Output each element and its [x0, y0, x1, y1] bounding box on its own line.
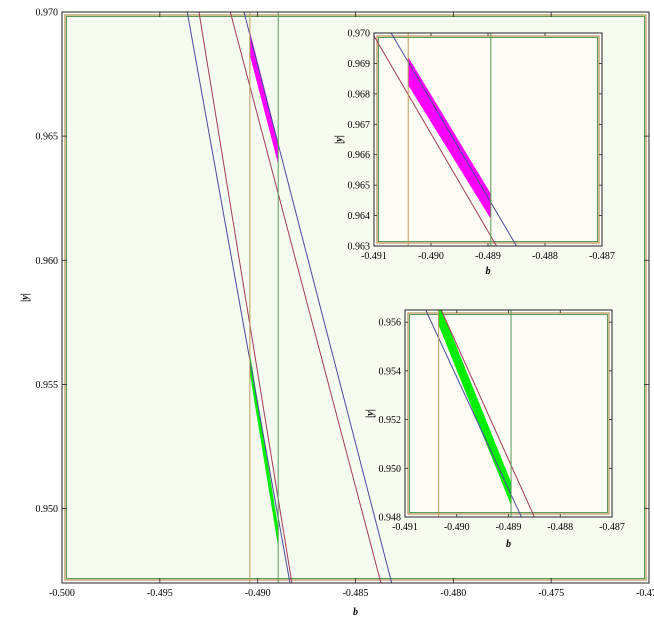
y-tick-label: 0.950	[36, 504, 59, 515]
constraint-region-inner	[378, 37, 598, 242]
x-tick-label: -0.491	[392, 522, 418, 533]
x-tick-label: -0.487	[599, 522, 625, 533]
y-tick-label: 0.966	[348, 150, 371, 161]
x-tick-label: -0.487	[589, 251, 615, 262]
x-tick-label: -0.490	[444, 522, 470, 533]
y-tick-label: 0.965	[348, 181, 371, 192]
x-tick-label: -0.491	[361, 251, 387, 262]
x-tick-label: -0.489	[496, 522, 522, 533]
x-tick-label: -0.475	[538, 588, 564, 599]
x-axis-label: b	[353, 607, 358, 618]
plot-inset-bottom: -0.491 -0.490 -0.489 -0.488 -0.487 0.948 0.950…	[365, 309, 625, 550]
x-tick-label: -0.495	[147, 588, 173, 599]
contour-line-1	[374, 35, 497, 246]
y-axis-label: |y|	[334, 135, 345, 144]
x-tick-label: -0.470	[636, 588, 654, 599]
constraint-region-inner	[409, 314, 608, 513]
x-axis-label: b	[486, 266, 491, 277]
contour-line-1	[440, 310, 535, 517]
y-tick-label: 0.956	[379, 318, 402, 329]
x-tick-label: -0.488	[547, 522, 573, 533]
y-tick-label: 0.965	[36, 132, 59, 143]
y-tick-label: 0.969	[348, 59, 371, 70]
contour-line-3	[243, 12, 393, 583]
x-tick-label: -0.500	[49, 588, 75, 599]
plot-area	[407, 310, 610, 517]
y-tick-label: 0.970	[36, 8, 59, 19]
plot-area	[374, 33, 600, 246]
x-axis-label: b	[506, 539, 511, 550]
contour-line-0	[425, 310, 522, 517]
x-tick-label: -0.485	[343, 588, 369, 599]
plot-inset-top: -0.491 -0.490 -0.489 -0.488 -0.487 0.963 0.964…	[334, 29, 615, 278]
y-axis-label: |y|	[365, 409, 376, 418]
y-tick-label: 0.952	[379, 415, 402, 426]
x-tick-label: -0.489	[475, 251, 501, 262]
y-tick-label: 0.963	[348, 242, 371, 253]
y-tick-label: 0.950	[379, 464, 402, 475]
contour-line-1	[198, 12, 293, 583]
y-tick-label: 0.970	[348, 29, 371, 40]
x-tick-label: -0.480	[440, 588, 466, 599]
contour-line-2	[229, 12, 382, 583]
x-tick-label: -0.488	[532, 251, 558, 262]
y-tick-label: 0.948	[379, 513, 402, 524]
contour-line-0	[186, 12, 291, 583]
y-tick-label: 0.960	[36, 256, 59, 267]
y-axis-label: |y|	[20, 293, 31, 302]
y-tick-label: 0.955	[36, 380, 59, 391]
contour-line-0	[390, 33, 517, 246]
y-tick-label: 0.967	[348, 120, 371, 131]
x-tick-label: -0.490	[418, 251, 444, 262]
y-tick-label: 0.964	[348, 211, 371, 222]
x-tick-label: -0.490	[245, 588, 271, 599]
y-tick-label: 0.954	[379, 366, 402, 377]
y-tick-label: 0.968	[348, 89, 371, 100]
